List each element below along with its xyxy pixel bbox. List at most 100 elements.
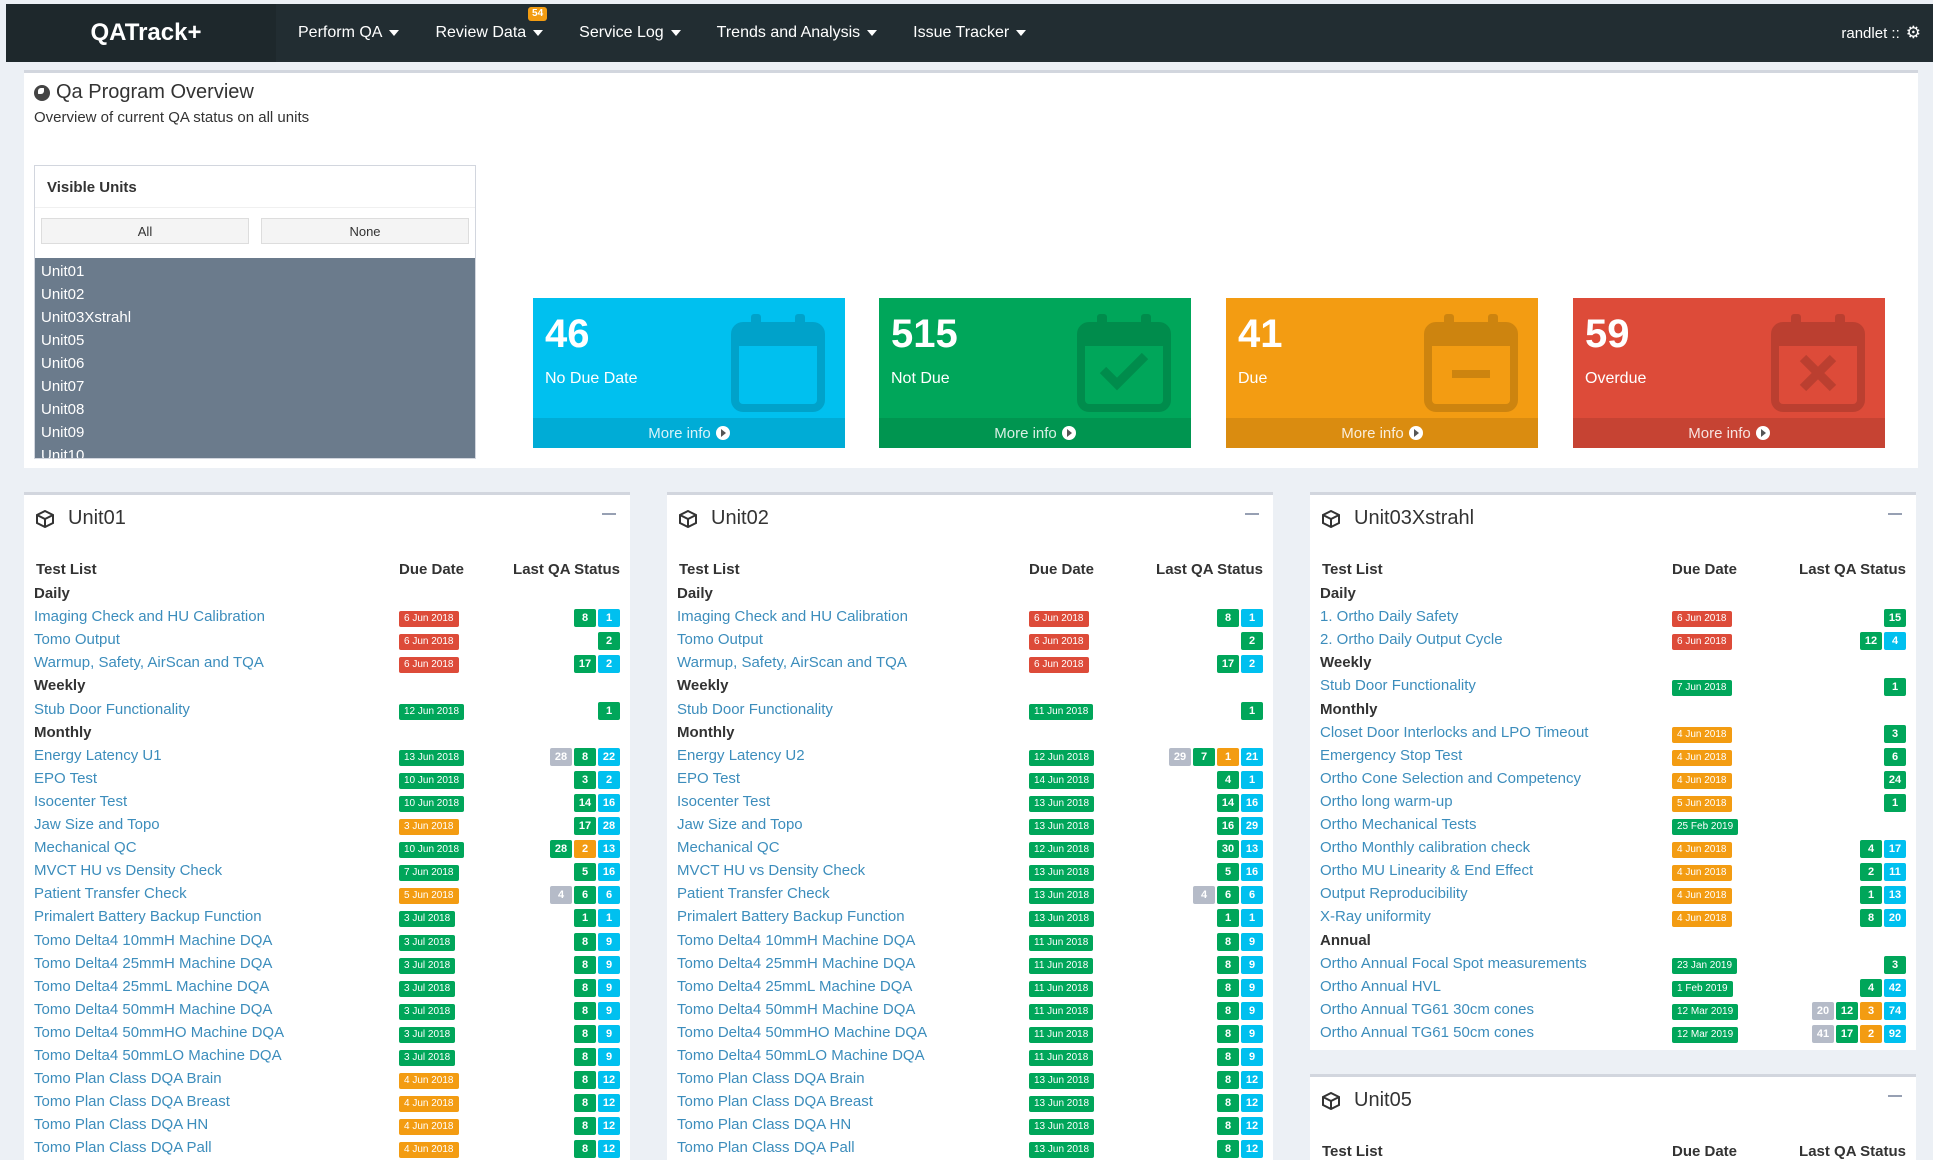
test-list-link[interactable]: Tomo Delta4 50mmLO Machine DQA	[677, 1047, 925, 1064]
test-list-link[interactable]: Tomo Delta4 25mmH Machine DQA	[677, 954, 916, 972]
qa-status-badges[interactable]: 1 13	[1860, 886, 1906, 905]
test-list-link[interactable]: Ortho MU Linearity & End Effect	[1320, 862, 1534, 880]
test-list-link[interactable]: Closet Door Interlocks and LPO Timeout	[1320, 723, 1589, 741]
test-list-link[interactable]: Patient Transfer Check	[677, 885, 830, 903]
test-list-link[interactable]: Primalert Battery Backup Function	[34, 908, 262, 926]
nav-review-data[interactable]: Review Data 54	[435, 7, 548, 42]
test-list-link[interactable]: Tomo Delta4 50mmH Machine DQA	[34, 1000, 273, 1018]
select-all-button[interactable]: All	[41, 218, 249, 244]
qa-status-badges[interactable]: 12 4	[1860, 632, 1906, 651]
test-list-link[interactable]: Mechanical QC	[677, 839, 780, 857]
qa-status-badges[interactable]: 1	[1884, 793, 1906, 812]
test-list-link[interactable]: MVCT HU vs Density Check	[677, 862, 866, 880]
test-list-link[interactable]: Tomo Plan Class DQA Pall	[677, 1139, 855, 1157]
test-list-link[interactable]: Tomo Plan Class DQA HN	[677, 1116, 852, 1134]
unit-option[interactable]: Unit07	[41, 378, 85, 395]
test-list-link[interactable]: Energy Latency U2	[677, 746, 805, 764]
qa-status-badges[interactable]: 8 12	[1217, 1140, 1263, 1159]
test-list-link[interactable]: Tomo Delta4 10mmH Machine DQA	[34, 931, 273, 949]
test-list-link[interactable]: Energy Latency U1	[34, 746, 162, 764]
test-list-link[interactable]: Isocenter Test	[677, 792, 771, 810]
qa-status-badges[interactable]: 1	[598, 701, 620, 720]
qa-status-badges[interactable]: 28 2 13	[550, 840, 620, 859]
test-list-link[interactable]: Emergency Stop Test	[1320, 746, 1463, 764]
qa-status-badges[interactable]: 4 42	[1860, 978, 1906, 997]
test-list-link[interactable]: Warmup, Safety, AirScan and TQA	[677, 654, 907, 672]
more-info-link[interactable]: More info	[1573, 418, 1885, 448]
test-list-link[interactable]: EPO Test	[677, 769, 741, 787]
test-list-link[interactable]: Ortho Annual TG61 50cm cones	[1320, 1023, 1535, 1041]
collapse-minus-icon[interactable]	[602, 513, 616, 515]
brand-logo[interactable]: QATrack+	[6, 4, 276, 62]
qa-status-badges[interactable]: 41 17 2 92	[1812, 1024, 1906, 1043]
qa-status-badges[interactable]: 6	[1884, 747, 1906, 766]
test-list-link[interactable]: Imaging Check and HU Calibration	[677, 608, 908, 626]
test-list-link[interactable]: Patient Transfer Check	[34, 885, 187, 903]
qa-status-badges[interactable]: 1	[1241, 701, 1263, 720]
qa-status-badges[interactable]: 8 12	[574, 1094, 620, 1113]
qa-status-badges[interactable]: 8 12	[1217, 1094, 1263, 1113]
qa-status-badges[interactable]: 20 12 3 74	[1812, 1001, 1906, 1020]
test-list-link[interactable]: 1. Ortho Daily Safety	[1320, 608, 1459, 626]
unit-option[interactable]: Unit05	[41, 332, 85, 349]
test-list-link[interactable]: MVCT HU vs Density Check	[34, 862, 223, 880]
test-list-link[interactable]: Jaw Size and Topo	[677, 816, 803, 833]
qa-status-badges[interactable]: 16 29	[1217, 817, 1263, 835]
qa-status-badges[interactable]: 8 12	[574, 1140, 620, 1159]
qa-status-badges[interactable]: 30 13	[1217, 840, 1263, 859]
test-list-link[interactable]: Tomo Delta4 50mmH Machine DQA	[677, 1000, 916, 1018]
test-list-link[interactable]: Ortho Annual HVL	[1320, 977, 1441, 995]
test-list-link[interactable]: Stub Door Functionality	[1320, 677, 1476, 695]
test-list-link[interactable]: Tomo Plan Class DQA HN	[34, 1116, 209, 1134]
collapse-minus-icon[interactable]	[1888, 1095, 1902, 1097]
qa-status-badges[interactable]: 17 2	[574, 655, 620, 674]
qa-status-badges[interactable]: 8 12	[1217, 1117, 1263, 1136]
nav-perform-qa[interactable]: Perform QA	[298, 24, 400, 42]
test-list-link[interactable]: Tomo Output	[34, 631, 120, 649]
unit-option[interactable]: Unit08	[41, 401, 85, 418]
qa-status-badges[interactable]: 14 16	[574, 793, 620, 812]
test-list-link[interactable]: X-Ray uniformity	[1320, 908, 1431, 926]
more-info-link[interactable]: More info	[533, 418, 845, 448]
unit-option[interactable]: Unit03Xstrahl	[41, 309, 132, 326]
test-list-link[interactable]: Tomo Delta4 10mmH Machine DQA	[677, 931, 916, 949]
nav-service-log[interactable]: Service Log	[579, 24, 681, 42]
test-list-link[interactable]: Tomo Plan Class DQA Breast	[34, 1093, 230, 1111]
collapse-minus-icon[interactable]	[1245, 513, 1259, 515]
qa-status-badges[interactable]: 3	[1884, 955, 1906, 974]
qa-status-badges[interactable]: 3	[1884, 724, 1906, 743]
qa-status-badges[interactable]: 28 8 22	[550, 747, 620, 766]
qa-status-badges[interactable]: 8 20	[1860, 909, 1906, 928]
qa-status-badges[interactable]: 8 12	[574, 1117, 620, 1136]
test-list-link[interactable]: Tomo Delta4 25mmH Machine DQA	[34, 954, 273, 972]
test-list-link[interactable]: Tomo Plan Class DQA Pall	[34, 1139, 212, 1157]
qa-status-badges[interactable]: 4 17	[1860, 840, 1906, 859]
test-list-link[interactable]: Tomo Plan Class DQA Brain	[677, 1070, 865, 1088]
qa-status-badges[interactable]: 29 7 1 21	[1169, 747, 1263, 766]
test-list-link[interactable]: Jaw Size and Topo	[34, 816, 160, 833]
test-list-link[interactable]: Ortho Mechanical Tests	[1320, 816, 1477, 833]
unit-option[interactable]: Unit09	[41, 424, 85, 441]
test-list-link[interactable]: Warmup, Safety, AirScan and TQA	[34, 654, 264, 672]
select-none-button[interactable]: None	[261, 218, 469, 244]
test-list-link[interactable]: EPO Test	[34, 769, 98, 787]
test-list-link[interactable]: 2. Ortho Daily Output Cycle	[1320, 631, 1503, 649]
qa-status-badges[interactable]: 5 16	[1217, 863, 1263, 882]
qa-status-badges[interactable]: 8 12	[574, 1071, 620, 1090]
